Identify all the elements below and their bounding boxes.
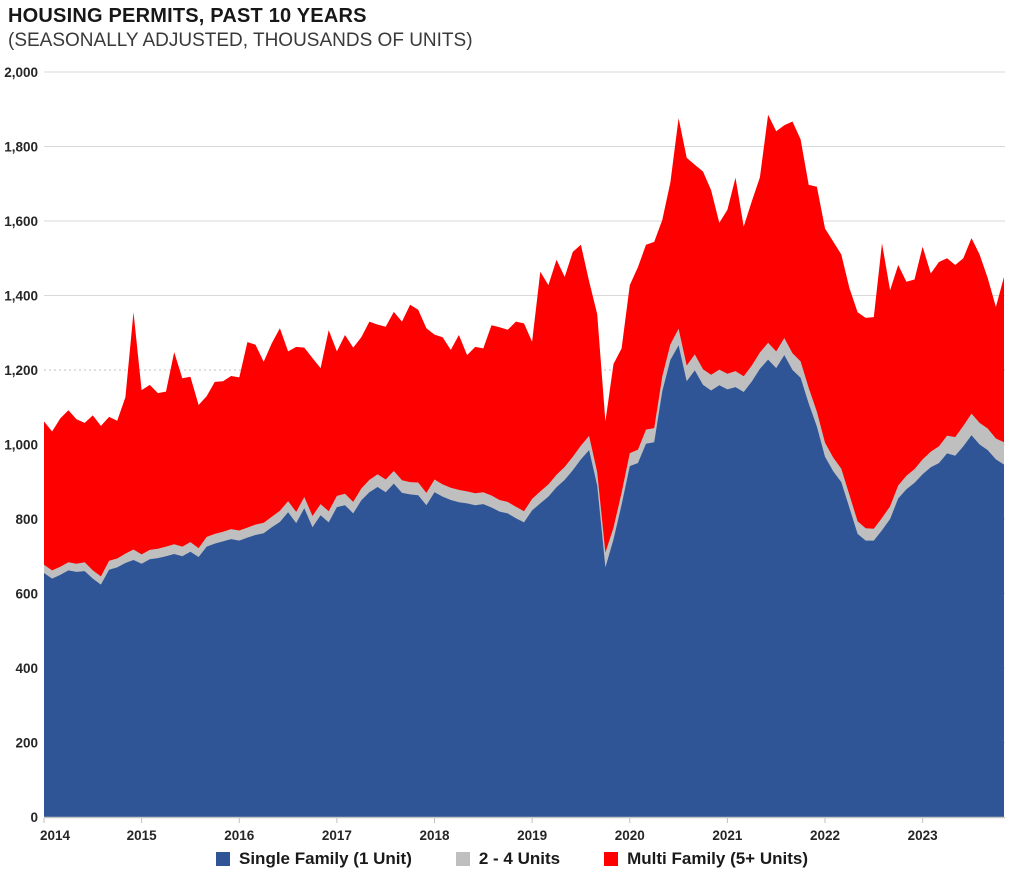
x-tick-label-2023: 2023 [908,828,939,843]
area-single-family [44,345,1004,817]
y-tick-label-400: 400 [15,661,38,676]
y-tick-label-800: 800 [15,512,38,527]
legend-marker-icon [216,852,230,866]
legend-item-2-4-units: 2 - 4 Units [455,849,561,869]
x-tick-label-2022: 2022 [810,828,840,843]
legend-item-multi-family-5-units: Multi Family (5+ Units) [604,849,808,869]
x-tick-label-2014: 2014 [40,828,71,843]
x-tick-label-2021: 2021 [712,828,743,843]
legend-label: Single Family (1 Unit) [239,849,412,868]
y-tick-label-200: 200 [15,736,38,751]
y-tick-label-0: 0 [30,810,38,825]
x-tick-label-2018: 2018 [419,828,450,843]
legend-label: Multi Family (5+ Units) [627,849,808,868]
legend-label: 2 - 4 Units [478,849,561,868]
chart-title: HOUSING PERMITS, PAST 10 YEARS [8,5,367,27]
y-tick-label-1,000: 1,000 [4,438,38,453]
legend-marker-icon [455,852,470,866]
chart-subtitle: (SEASONALLY ADJUSTED, THOUSANDS OF UNITS… [8,30,473,51]
y-tick-label-1,800: 1,800 [4,140,38,155]
y-tick-label-2,000: 2,000 [4,65,38,80]
x-tick-label-2017: 2017 [322,828,352,843]
y-tick-label-1,400: 1,400 [4,289,38,304]
y-tick-label-600: 600 [15,587,38,602]
y-tick-label-1,200: 1,200 [4,363,38,378]
x-tick-label-2016: 2016 [224,828,255,843]
legend-item-single-family-1-unit: Single Family (1 Unit) [216,849,412,869]
x-tick-label-2015: 2015 [127,828,158,843]
y-tick-label-1,600: 1,600 [4,214,38,229]
legend: Single Family (1 Unit) 2 - 4 Units Multi F… [0,849,1024,869]
legend-marker-icon [604,852,619,866]
chart-header: HOUSING PERMITS, PAST 10 YEARS (SEASONAL… [8,5,473,52]
x-tick-label-2020: 2020 [615,828,645,843]
x-tick-label-2019: 2019 [517,828,547,843]
